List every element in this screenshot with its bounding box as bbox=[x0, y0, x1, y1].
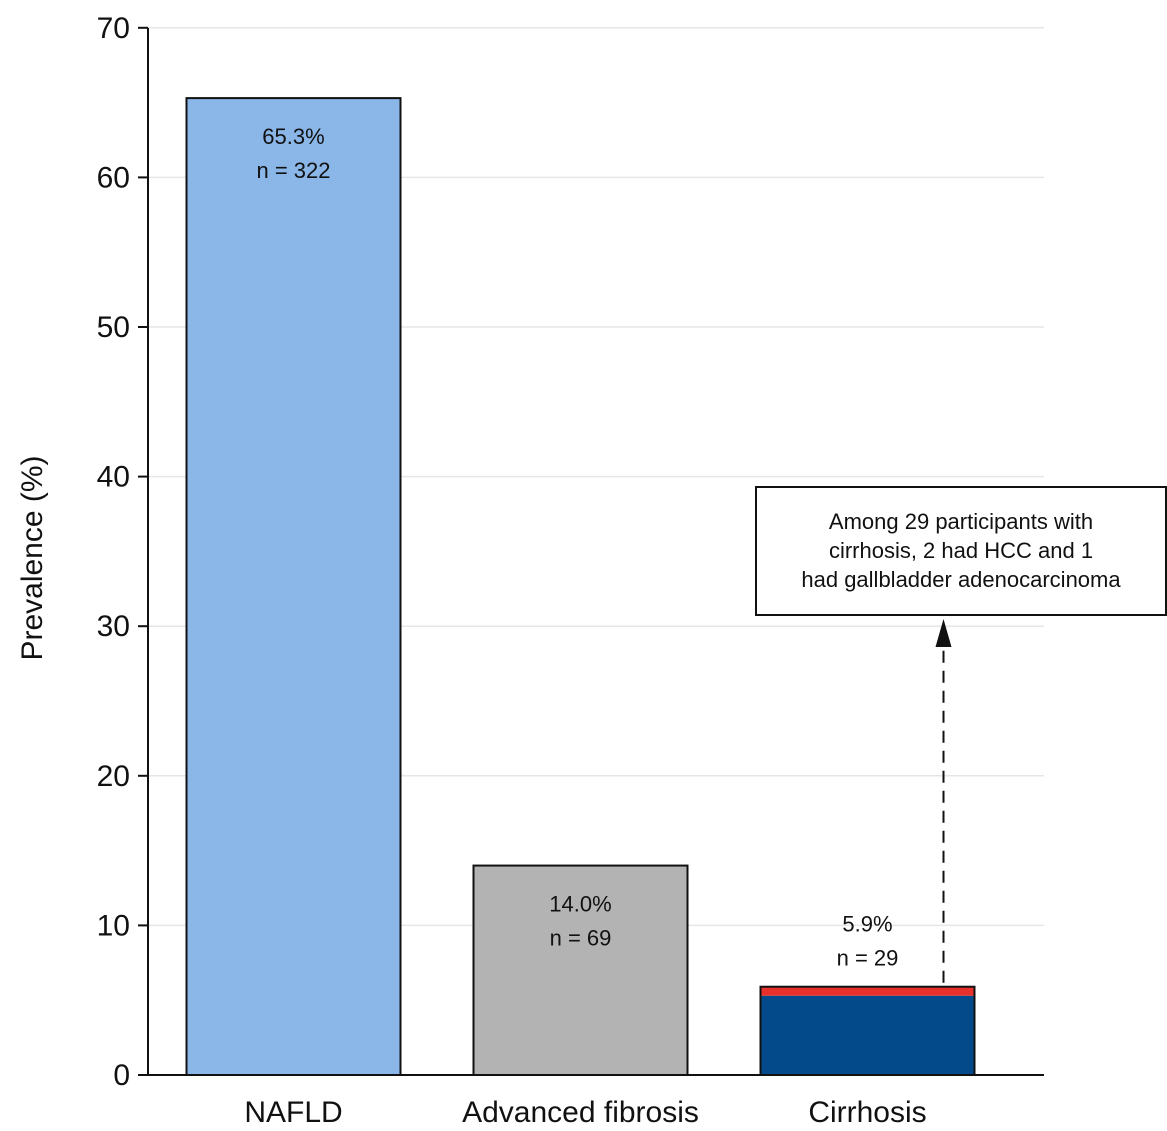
y-tick-label: 30 bbox=[97, 610, 130, 643]
y-tick-label: 60 bbox=[97, 161, 130, 194]
bar-value-label: 14.0% bbox=[549, 892, 611, 917]
callout-box bbox=[755, 486, 1167, 616]
y-tick-label: 10 bbox=[97, 909, 130, 942]
bar-value-label: 5.9% bbox=[842, 912, 892, 937]
bar-n-label: n = 29 bbox=[837, 946, 899, 971]
callout-arrow-head bbox=[935, 619, 952, 647]
bar-segment bbox=[760, 986, 975, 996]
callout-text-line: had gallbladder adenocarcinoma bbox=[801, 567, 1121, 592]
x-category-label: NAFLD bbox=[244, 1096, 342, 1129]
bar bbox=[472, 864, 689, 1076]
bar bbox=[185, 97, 402, 1076]
axes: 0 10 20 30 40 50 60 70 NAFLD Advanced fibrosis Cir… bbox=[97, 12, 1044, 1129]
y-tick-label: 50 bbox=[97, 311, 130, 344]
bar-n-label: n = 69 bbox=[550, 926, 612, 951]
bar-segment bbox=[760, 995, 975, 1075]
y-tick-label: 20 bbox=[97, 760, 130, 793]
callout: Among 29 participants with cirrhosis, 2 h… bbox=[755, 486, 1167, 983]
callout-text-line: cirrhosis, 2 had HCC and 1 bbox=[829, 538, 1093, 563]
x-category-label: Cirrhosis bbox=[808, 1096, 926, 1129]
y-tick-label: 70 bbox=[97, 12, 130, 45]
x-category-label: Advanced fibrosis bbox=[462, 1096, 699, 1129]
callout-text-line: Among 29 participants with bbox=[829, 509, 1093, 534]
bar-n-label: n = 322 bbox=[256, 158, 330, 183]
bar-value-label: 65.3% bbox=[262, 124, 324, 149]
y-tick-label: 40 bbox=[97, 461, 130, 494]
y-axis-title: Prevalence (%) bbox=[16, 455, 49, 660]
y-tick-label: 0 bbox=[113, 1059, 130, 1092]
